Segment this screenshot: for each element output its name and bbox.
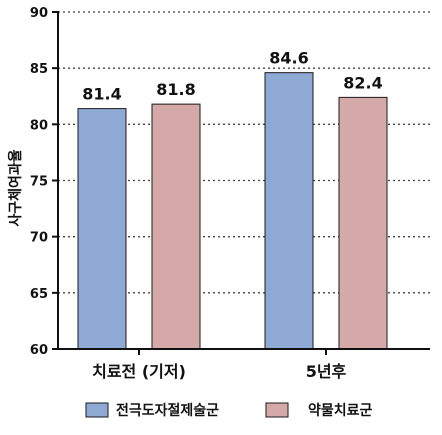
bar-series2-1	[338, 96, 388, 350]
bar-value-label: 82.4	[343, 73, 382, 92]
legend-swatch	[85, 402, 109, 418]
legend-swatch	[265, 402, 289, 418]
bar-series1-0	[77, 108, 127, 350]
labels: 81.4 84.6 81.8 82.4 60 65 70 75 80 85 90 치료전 (기저) 5년…	[30, 6, 383, 381]
legend-label: 전극도자절제술군	[116, 402, 219, 419]
y-tick-label: 70	[30, 231, 48, 246]
bar-series2-0	[151, 103, 201, 350]
category-label: 치료전 (기저)	[92, 362, 186, 381]
y-tick-label: 60	[30, 343, 48, 358]
legend-label: 약물치료군	[308, 402, 373, 419]
bars	[77, 72, 388, 350]
category-label: 5년후	[306, 362, 347, 381]
y-tick-label: 75	[30, 175, 48, 190]
y-axis-title: 사구체여과율	[7, 149, 24, 226]
y-tick-label: 90	[30, 6, 48, 21]
axes	[52, 11, 430, 355]
y-tick-label: 80	[30, 118, 48, 133]
bar-value-label: 81.8	[156, 80, 195, 99]
y-tick-label: 85	[30, 62, 48, 77]
bar-value-label: 84.6	[269, 49, 308, 68]
legend: 전극도자절제술군 약물치료군	[85, 402, 373, 419]
y-tick-label: 65	[30, 287, 48, 302]
bar-value-label: 81.4	[82, 85, 121, 104]
bar-series1-1	[264, 72, 314, 350]
